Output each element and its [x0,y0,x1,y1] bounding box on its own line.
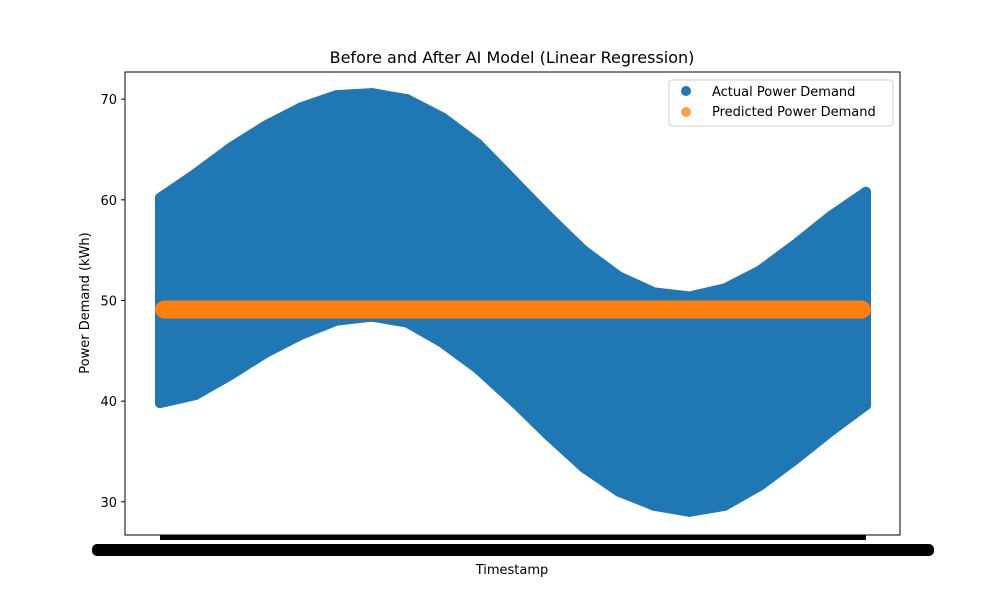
actual-point-lower [719,500,730,511]
actual-point-lower [578,462,589,473]
legend-label-predicted: Predicted Power Demand [712,105,876,120]
actual-point-upper [613,271,624,282]
legend-marker-actual [681,86,691,96]
actual-point-upper [366,88,377,99]
actual-point-upper [155,192,165,203]
actual-point-lower [402,317,413,328]
predicted-point [155,304,165,315]
actual-power-points [155,88,871,517]
actual-point-lower [649,500,660,511]
plot-layer [155,88,871,517]
y-tick-label: 50 [100,294,117,309]
predicted-power-band [155,300,871,319]
legend: Actual Power Demand Predicted Power Dema… [668,79,894,127]
x-tick-band [160,535,866,540]
actual-point-lower [260,347,271,358]
actual-point-upper [861,186,871,197]
actual-point-upper [719,283,730,294]
actual-point-upper [260,120,271,131]
x-tick-marks [92,535,934,556]
actual-point-lower [861,400,871,411]
actual-point-upper [190,168,201,179]
y-axis: 30 40 50 60 70 [100,93,125,511]
actual-point-lower [790,454,801,465]
actual-point-upper [331,90,342,101]
y-tick-label: 60 [100,194,117,209]
legend-label-actual: Actual Power Demand [712,85,855,100]
actual-point-lower [437,337,448,348]
actual-point-lower [825,426,836,437]
actual-point-upper [578,245,589,256]
actual-point-upper [472,138,483,149]
predicted-power-points [155,300,871,319]
y-axis-label: Power Demand (kWh) [78,232,93,373]
actual-point-upper [755,265,766,276]
actual-point-lower [155,398,165,409]
y-tick-label: 40 [100,395,117,410]
actual-point-upper [402,94,413,105]
actual-point-lower [225,369,236,380]
actual-point-lower [613,486,624,497]
actual-point-upper [508,174,518,185]
actual-point-lower [508,396,518,407]
actual-point-lower [472,363,483,374]
actual-point-lower [296,329,307,340]
legend-box [668,79,894,127]
actual-point-lower [755,480,766,491]
x-axis-label: Timestamp [475,563,549,578]
actual-point-upper [296,102,307,113]
actual-point-lower [190,390,201,401]
actual-point-upper [649,287,660,298]
actual-point-upper [790,239,801,250]
actual-point-upper [543,210,554,221]
legend-marker-predicted [681,107,691,117]
actual-point-upper [225,142,236,153]
actual-point-upper [684,291,695,302]
actual-point-upper [825,210,836,221]
actual-point-upper [437,112,448,123]
y-tick-label: 70 [100,93,117,108]
chart-title: Before and After AI Model (Linear Regres… [330,48,695,67]
actual-point-lower [543,430,554,441]
x-tick-labels-overlapped [92,544,934,556]
predicted-point [861,304,871,315]
y-tick-label: 30 [100,496,117,511]
actual-point-lower [684,506,695,517]
